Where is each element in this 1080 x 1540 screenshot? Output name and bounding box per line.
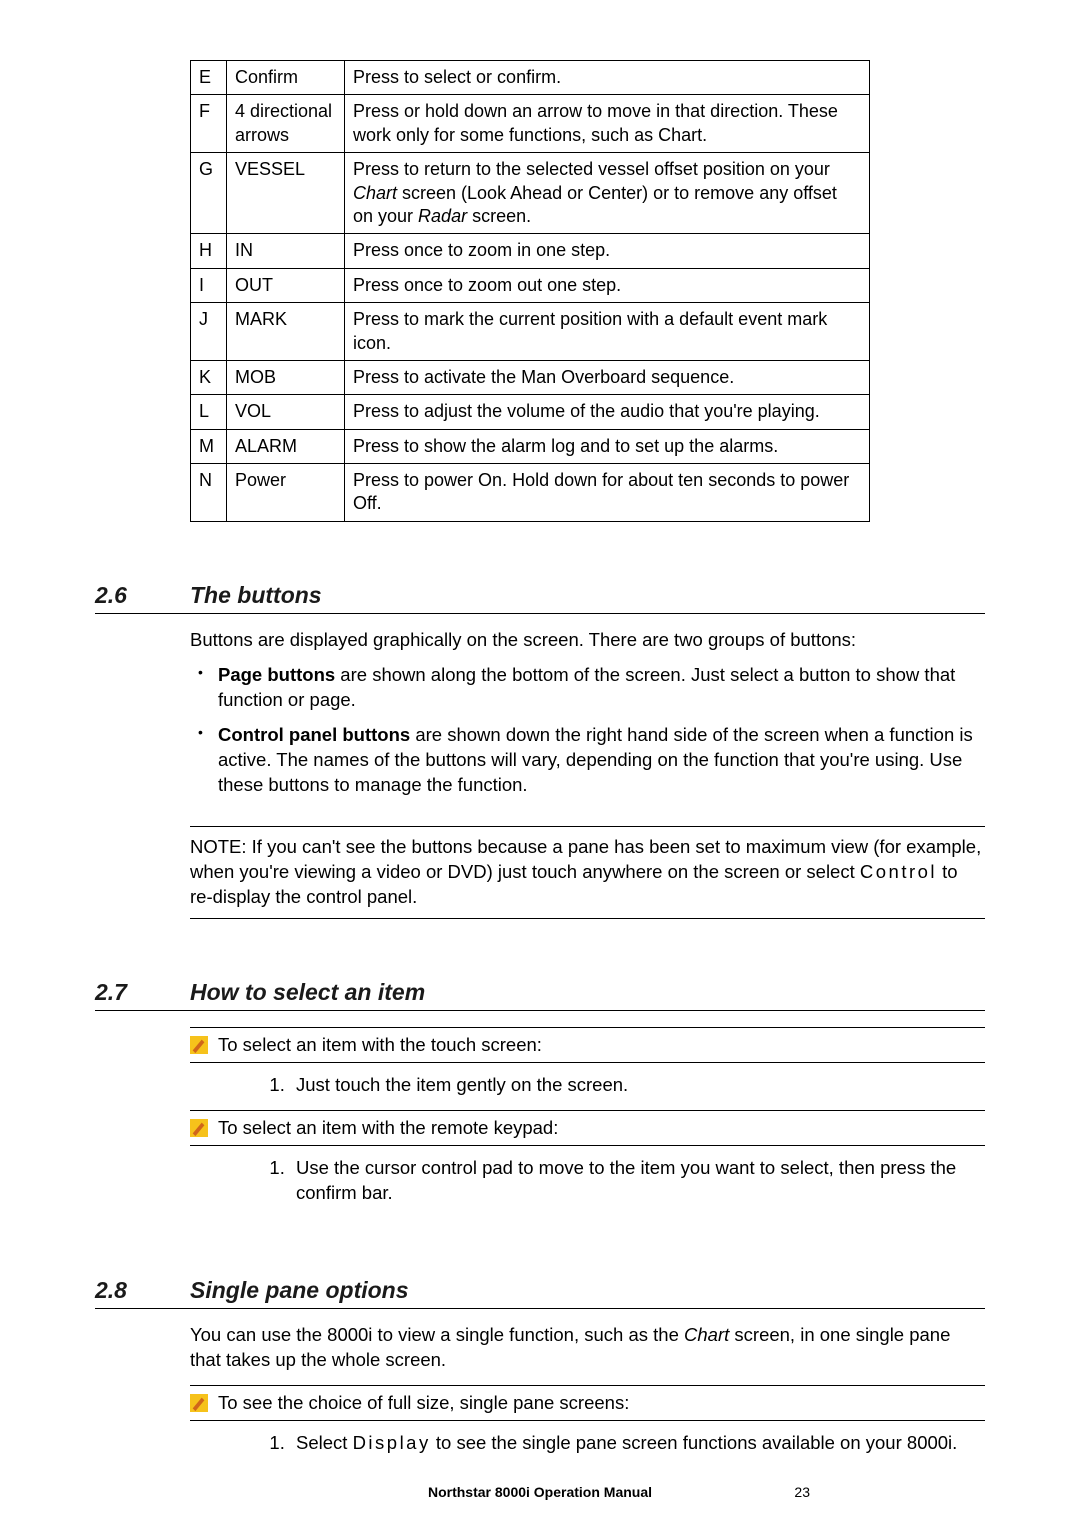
step-item: Just touch the item gently on the screen… <box>290 1073 985 1098</box>
key-desc: Press to adjust the volume of the audio … <box>345 395 870 429</box>
paragraph: Buttons are displayed graphically on the… <box>190 628 985 653</box>
section-number: 2.8 <box>95 1277 190 1304</box>
list-item: Page buttons are shown along the bottom … <box>190 663 985 713</box>
procedure-header: To see the choice of full size, single p… <box>190 1385 985 1421</box>
key-desc: Press to return to the selected vessel o… <box>345 153 870 234</box>
section-title: How to select an item <box>190 979 425 1006</box>
table-row: NPowerPress to power On. Hold down for a… <box>191 464 870 522</box>
pencil-icon <box>190 1394 208 1412</box>
key-desc: Press once to zoom out one step. <box>345 268 870 302</box>
step-list: Use the cursor control pad to move to th… <box>290 1146 985 1218</box>
section-2-7-heading: 2.7 How to select an item <box>95 979 985 1011</box>
procedure-intro: To select an item with the touch screen: <box>218 1034 542 1056</box>
key-desc: Press to select or confirm. <box>345 61 870 95</box>
key-id: K <box>191 360 227 394</box>
key-id: N <box>191 464 227 522</box>
section-title: The buttons <box>190 582 322 609</box>
page-number: 23 <box>794 1484 810 1500</box>
table-row: MALARMPress to show the alarm log and to… <box>191 429 870 463</box>
key-desc: Press once to zoom in one step. <box>345 234 870 268</box>
table-row: EConfirmPress to select or confirm. <box>191 61 870 95</box>
table-row: GVESSELPress to return to the selected v… <box>191 153 870 234</box>
page-footer: Northstar 8000i Operation Manual 23 <box>0 1484 1080 1500</box>
bold-term: Control panel buttons <box>218 724 410 745</box>
procedure-header: To select an item with the touch screen: <box>190 1027 985 1063</box>
key-id: M <box>191 429 227 463</box>
table-row: JMARKPress to mark the current position … <box>191 303 870 361</box>
key-name: Power <box>227 464 345 522</box>
key-id: J <box>191 303 227 361</box>
section-number: 2.6 <box>95 582 190 609</box>
note-box: NOTE: If you can't see the buttons becau… <box>190 826 985 919</box>
ui-label: Display <box>353 1432 431 1453</box>
paragraph: You can use the 8000i to view a single f… <box>190 1323 985 1373</box>
key-id: H <box>191 234 227 268</box>
table-row: F4 directional arrowsPress or hold down … <box>191 95 870 153</box>
key-name: VOL <box>227 395 345 429</box>
key-name: VESSEL <box>227 153 345 234</box>
list-item: Control panel buttons are shown down the… <box>190 723 985 798</box>
key-id: L <box>191 395 227 429</box>
key-name: ALARM <box>227 429 345 463</box>
key-desc: Press to activate the Man Overboard sequ… <box>345 360 870 394</box>
key-id: E <box>191 61 227 95</box>
step-list: Just touch the item gently on the screen… <box>290 1063 985 1110</box>
step-item: Use the cursor control pad to move to th… <box>290 1156 985 1206</box>
table-row: LVOLPress to adjust the volume of the au… <box>191 395 870 429</box>
procedure-intro: To see the choice of full size, single p… <box>218 1392 629 1414</box>
section-2-6-heading: 2.6 The buttons <box>95 582 985 614</box>
key-id: G <box>191 153 227 234</box>
table-row: IOUTPress once to zoom out one step. <box>191 268 870 302</box>
key-id: I <box>191 268 227 302</box>
key-functions-table: EConfirmPress to select or confirm.F4 di… <box>190 60 870 522</box>
key-desc: Press or hold down an arrow to move in t… <box>345 95 870 153</box>
key-desc: Press to show the alarm log and to set u… <box>345 429 870 463</box>
bullet-list: Page buttons are shown along the bottom … <box>190 663 985 798</box>
procedure-intro: To select an item with the remote keypad… <box>218 1117 558 1139</box>
key-name: MOB <box>227 360 345 394</box>
key-name: MARK <box>227 303 345 361</box>
section-title: Single pane options <box>190 1277 409 1304</box>
step-item: Select Display to see the single pane sc… <box>290 1431 985 1456</box>
italic-term: Chart <box>684 1324 729 1345</box>
table-row: KMOBPress to activate the Man Overboard … <box>191 360 870 394</box>
procedure-header: To select an item with the remote keypad… <box>190 1110 985 1146</box>
section-number: 2.7 <box>95 979 190 1006</box>
pencil-icon <box>190 1119 208 1137</box>
key-desc: Press to power On. Hold down for about t… <box>345 464 870 522</box>
key-desc: Press to mark the current position with … <box>345 303 870 361</box>
footer-title: Northstar 8000i Operation Manual <box>428 1484 652 1500</box>
key-name: IN <box>227 234 345 268</box>
key-name: OUT <box>227 268 345 302</box>
key-name: Confirm <box>227 61 345 95</box>
table-row: HINPress once to zoom in one step. <box>191 234 870 268</box>
bold-term: Page buttons <box>218 664 335 685</box>
step-list: Select Display to see the single pane sc… <box>290 1421 985 1468</box>
key-name: 4 directional arrows <box>227 95 345 153</box>
pencil-icon <box>190 1036 208 1054</box>
section-2-8-heading: 2.8 Single pane options <box>95 1277 985 1309</box>
ui-label: Control <box>860 861 937 882</box>
key-id: F <box>191 95 227 153</box>
